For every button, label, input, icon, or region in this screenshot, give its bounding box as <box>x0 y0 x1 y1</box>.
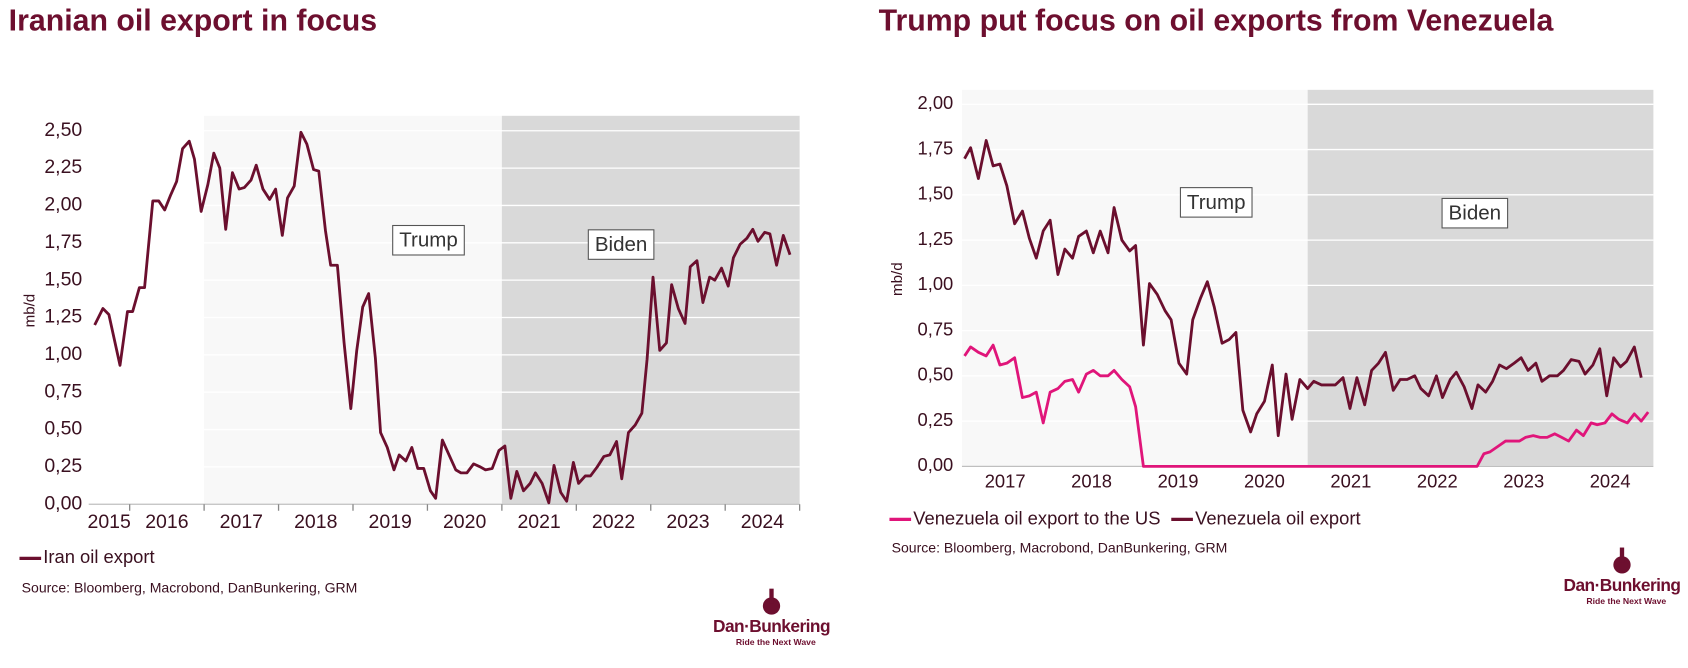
x-tick-label: 2023 <box>666 511 709 533</box>
x-tick-label: 2016 <box>145 511 188 533</box>
y-tick-label: 1,00 <box>918 273 954 294</box>
chart-title: Trump put focus on oil exports from Vene… <box>879 4 1555 37</box>
y-tick-label: 1,25 <box>44 306 82 328</box>
x-tick-label: 2023 <box>1503 470 1544 491</box>
y-tick-label: 0,50 <box>918 364 954 385</box>
y-tick-label: 2,25 <box>44 156 82 178</box>
y-axis-label: mb/d <box>21 294 38 328</box>
y-tick-label: 0,75 <box>918 318 954 339</box>
source-note: Source: Bloomberg, Macrobond, DanBunkeri… <box>892 539 1228 555</box>
x-tick-label: 2019 <box>369 511 412 533</box>
period-label: Biden <box>1449 202 1502 225</box>
y-tick-label: 0,00 <box>44 492 82 514</box>
y-tick-label: 1,50 <box>44 268 82 290</box>
x-tick-label: 2024 <box>1590 470 1631 491</box>
x-tick-label: 2022 <box>1417 470 1458 491</box>
series-line <box>963 139 1643 438</box>
period-label-box <box>587 229 655 260</box>
logo-tagline: Ride the Next Wave <box>736 637 816 647</box>
source-note: Source: Bloomberg, Macrobond, DanBunkeri… <box>22 579 358 595</box>
x-tick-label: 2017 <box>220 511 263 533</box>
series-line <box>93 130 792 505</box>
x-tick-label: 2015 <box>88 511 131 533</box>
logo-tagline: Ride the Next Wave <box>1586 596 1666 606</box>
x-tick-label: 2020 <box>443 511 486 533</box>
x-tick-label: 2022 <box>592 511 635 533</box>
period-label: Trump <box>399 229 458 252</box>
y-tick-label: 2,00 <box>44 194 82 216</box>
y-tick-label: 2,00 <box>918 92 954 113</box>
chart-title: Iranian oil export in focus <box>9 4 377 37</box>
y-tick-label: 1,25 <box>918 228 954 249</box>
logo-icon <box>1619 547 1625 563</box>
y-axis-label: mb/d <box>889 262 906 296</box>
period-label-box <box>1441 197 1509 229</box>
y-tick-label: 2,50 <box>44 119 82 141</box>
y-tick-label: 0,50 <box>44 418 82 440</box>
y-tick-label: 1,75 <box>918 137 954 158</box>
series-line <box>963 343 1650 468</box>
y-tick-label: 1,00 <box>44 343 82 365</box>
legend-label: Venezuela oil export to the US <box>913 507 1160 528</box>
y-tick-label: 1,75 <box>44 231 82 253</box>
period-label-box <box>1179 187 1253 218</box>
period-shade <box>204 115 502 505</box>
logo-name: Dan·Bunkering <box>713 616 830 636</box>
period-label-box <box>392 224 465 256</box>
x-tick-label: 2018 <box>1071 470 1112 491</box>
logo-icon <box>762 597 781 615</box>
y-tick-label: 1,50 <box>918 183 954 204</box>
x-tick-label: 2021 <box>1330 470 1371 491</box>
logo-name: Dan·Bunkering <box>1564 575 1681 595</box>
logo-icon <box>769 588 774 604</box>
x-tick-label: 2024 <box>741 511 784 533</box>
x-tick-label: 2019 <box>1158 470 1199 491</box>
y-tick-label: 0,25 <box>44 455 82 477</box>
y-tick-label: 0,25 <box>918 409 954 430</box>
x-tick-label: 2017 <box>985 470 1026 491</box>
x-tick-label: 2021 <box>517 511 560 533</box>
x-tick-label: 2020 <box>1244 470 1285 491</box>
logo-icon <box>1613 556 1631 574</box>
period-shade <box>1307 89 1654 467</box>
y-tick-label: 0,00 <box>918 454 954 475</box>
period-label: Biden <box>595 233 648 256</box>
legend-label: Iran oil export <box>43 546 154 567</box>
y-tick-label: 0,75 <box>44 380 82 402</box>
x-tick-label: 2018 <box>294 511 337 533</box>
legend-label: Venezuela oil export <box>1195 507 1361 528</box>
period-label: Trump <box>1187 191 1246 214</box>
